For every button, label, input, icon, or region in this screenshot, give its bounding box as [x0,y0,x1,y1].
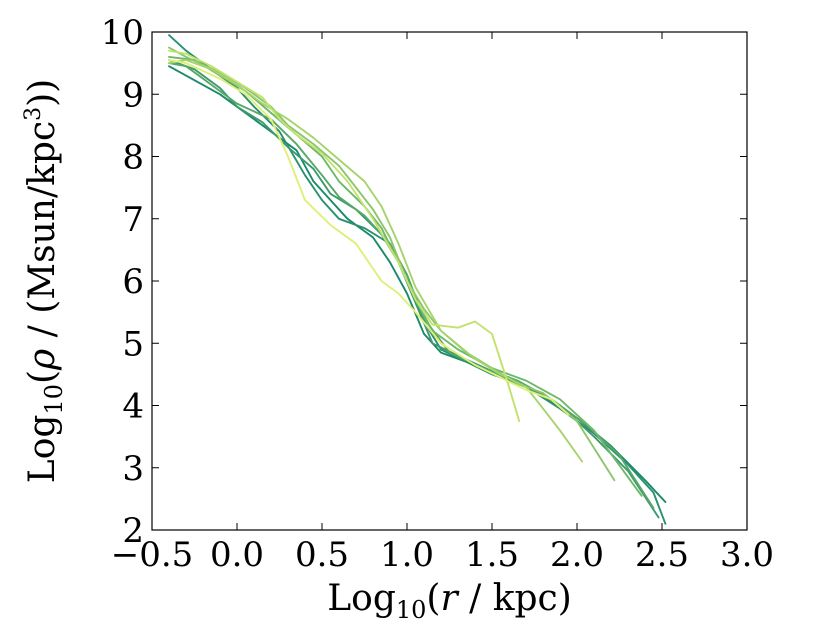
y-axis-title-sup: 3 [21,107,46,121]
plot-frame [151,31,748,531]
series-line-7 [168,59,584,463]
x-tick-label: 2.5 [635,535,689,575]
y-tick-label: 5 [122,324,144,364]
x-tick-label: 2.0 [550,535,604,575]
x-axis-title-open: ( [426,578,440,619]
y-axis-title-close: )) [22,79,63,107]
x-tick-label: 1.0 [380,535,434,575]
y-axis-title-log: Log [22,415,63,484]
series-line-1 [168,65,667,503]
series-layer [168,34,667,525]
y-axis-title-group: Log10(ρ / (Msun/kpc3)) [21,79,68,483]
x-axis-title-sub: 10 [396,596,427,623]
series-line-9 [168,59,570,416]
y-axis-title: Log10(ρ / (Msun/kpc3)) [21,79,68,483]
x-tick-label: 0.0 [210,535,264,575]
x-axis-title: Log10(r / kpc) [327,578,572,623]
x-tick-label: 0.5 [295,535,349,575]
series-line-8 [168,49,521,423]
x-tick-label: 1.5 [465,535,519,575]
tick-layer: −0.5 0.0 0.5 1.0 1.5 2.0 2.5 3.0 2 3 4 5 6 7 8 9 10 [101,13,774,575]
y-tick-label: 2 [122,511,144,551]
y-axis-title-sub: 10 [40,384,68,415]
series-line-2 [168,34,667,525]
series-line-4 [168,62,655,510]
y-tick-label: 7 [122,200,144,240]
x-tick-label: 3.0 [720,535,774,575]
y-tick-label: 4 [122,387,144,427]
x-tick-label: −0.5 [111,535,194,575]
y-tick-label: 9 [122,75,144,115]
y-axis-title-open: ( [22,370,63,384]
y-tick-label: 3 [122,449,144,489]
y-tick-label: 8 [122,138,144,178]
y-tick-label: 6 [122,262,144,302]
y-axis-title-mid: / (Msun/kpc [22,121,63,349]
x-axis-title-unit: / kpc) [458,578,572,619]
x-axis-title-var: r [440,578,459,619]
x-axis-title-log: Log [327,578,396,619]
y-axis-title-var: ρ [22,349,63,371]
series-line-3 [168,59,660,519]
y-tick-label: 10 [101,13,144,53]
